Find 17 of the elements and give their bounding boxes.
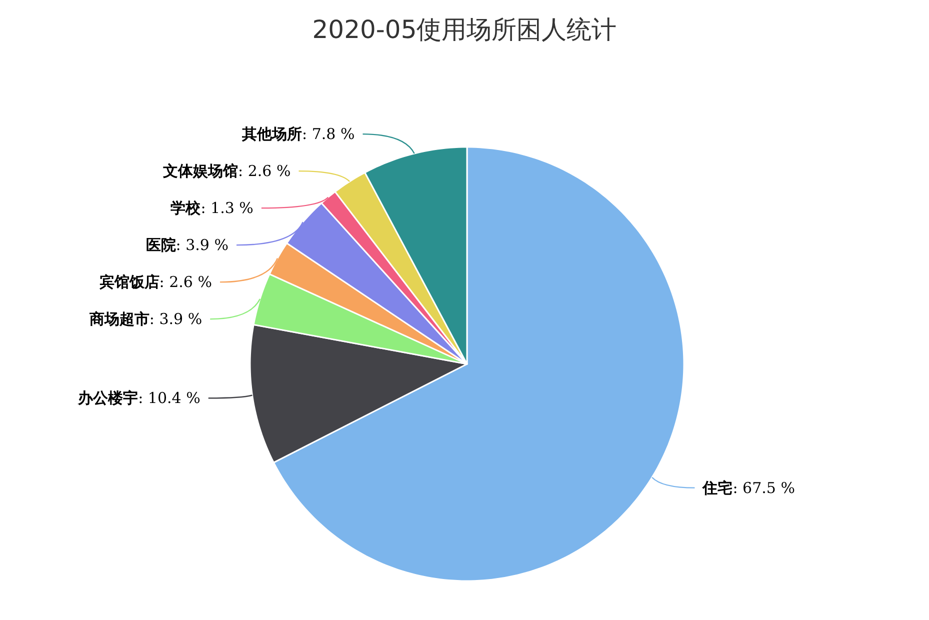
data-label: : 3.9 %	[176, 236, 229, 254]
slice-label: 办公楼宇	[77, 389, 138, 408]
slice-label: 学校	[170, 199, 202, 218]
slice-label: 医院	[146, 236, 176, 254]
data-label: : 67.5 %	[732, 478, 795, 497]
data-label: : 2.6 %	[159, 273, 212, 292]
data-label: : 10.4 %	[138, 389, 200, 408]
data-label: : 3.9 %	[149, 310, 202, 328]
data-label: : 2.6 %	[238, 162, 291, 180]
slice-label: 其他场所	[241, 125, 302, 144]
data-label: : 1.3 %	[200, 199, 254, 218]
slice-label: 文体娱场馆	[162, 162, 238, 180]
slice-label: 宾馆饭店	[98, 273, 160, 292]
slice-label: 住宅	[702, 478, 733, 497]
chart-title: 2020-05使用场所困人统计	[312, 15, 617, 44]
slice-label: 商场超市	[88, 310, 150, 328]
data-label: : 7.8 %	[302, 125, 355, 144]
